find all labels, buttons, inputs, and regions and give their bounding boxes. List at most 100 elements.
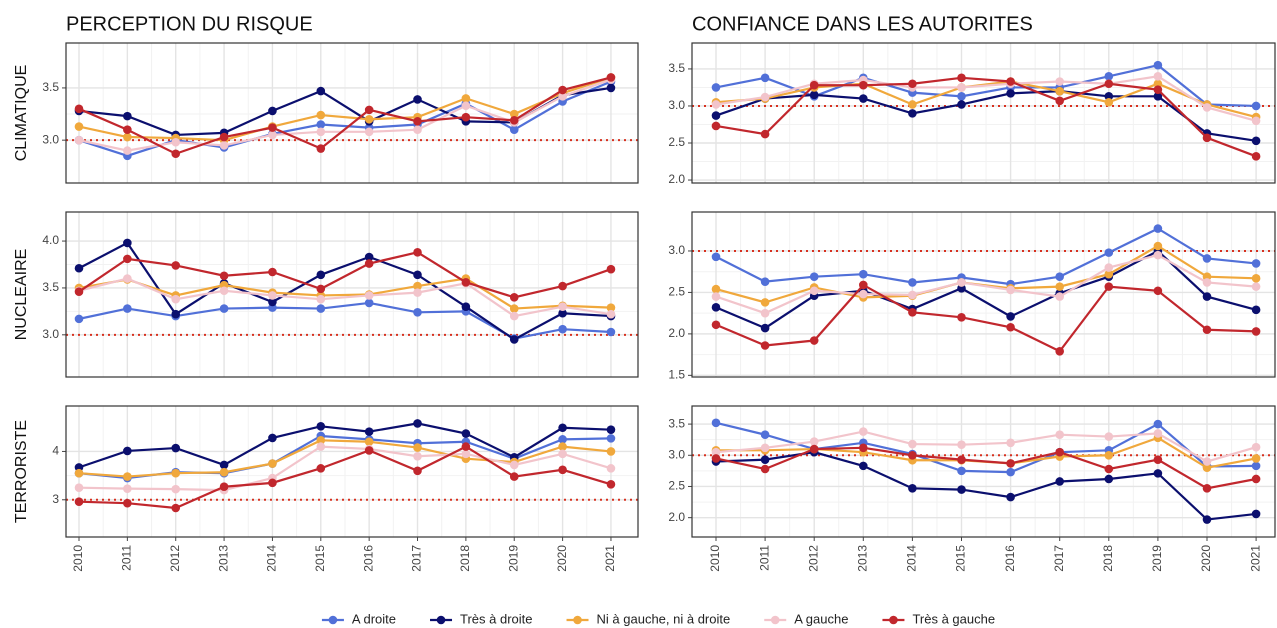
data-point xyxy=(74,314,84,324)
data-point xyxy=(1006,459,1015,468)
data-point xyxy=(171,468,181,478)
series-line xyxy=(715,253,1257,315)
panel-background xyxy=(692,212,1275,377)
data-point xyxy=(957,278,966,287)
data-point xyxy=(413,288,422,297)
data-point xyxy=(1153,92,1163,101)
data-point xyxy=(809,80,819,90)
data-point xyxy=(558,324,567,334)
data-point xyxy=(316,294,326,304)
series-line xyxy=(78,445,612,492)
data-point xyxy=(1202,325,1212,335)
data-point xyxy=(316,464,326,473)
data-point xyxy=(509,125,519,135)
panel: 3 4 2010 2011 2012 2013 2014 2015 2016 2017 2018 20… xyxy=(52,405,639,572)
data-point xyxy=(711,418,721,428)
data-point xyxy=(219,132,229,142)
y-tick-label: 3.0 xyxy=(668,98,685,112)
data-point xyxy=(1202,484,1212,493)
data-point xyxy=(461,94,471,103)
panel-border xyxy=(65,211,639,378)
data-point xyxy=(859,443,868,453)
data-point xyxy=(171,484,181,494)
data-point xyxy=(509,460,519,470)
x-tick-label: 2016 xyxy=(1003,545,1017,572)
data-point xyxy=(74,104,84,114)
data-point xyxy=(1202,463,1212,473)
data-point xyxy=(1006,438,1015,448)
data-point xyxy=(606,309,616,319)
data-point xyxy=(123,446,132,456)
data-point xyxy=(1251,101,1261,111)
data-point xyxy=(1055,86,1064,96)
x-tick-label: 2011 xyxy=(757,545,771,571)
data-point xyxy=(1251,136,1261,146)
data-point xyxy=(316,86,326,96)
series-line xyxy=(78,277,612,318)
data-point xyxy=(558,281,567,291)
data-point xyxy=(558,435,567,444)
x-tick-label: 2019 xyxy=(1150,545,1164,572)
data-point xyxy=(1055,77,1064,86)
data-point xyxy=(123,132,132,142)
data-point xyxy=(1104,282,1114,291)
panel: 2.0 2.5 3.0 3.5 2010 2011 2012 2013 2014 2015 2016… xyxy=(668,405,1276,572)
column-title: CONFIANCE DANS LES AUTORITES xyxy=(692,13,1033,35)
data-point xyxy=(171,443,181,453)
data-point xyxy=(413,117,422,126)
data-point xyxy=(316,442,326,451)
data-point xyxy=(364,252,374,262)
data-point xyxy=(219,467,229,477)
data-point xyxy=(364,114,374,124)
data-point xyxy=(1055,447,1064,457)
data-point xyxy=(1251,509,1261,519)
data-point xyxy=(74,497,84,507)
data-point xyxy=(1055,346,1064,356)
y-tick-label: 2.5 xyxy=(668,285,685,299)
data-point xyxy=(268,106,277,116)
data-point xyxy=(316,144,326,153)
data-point xyxy=(1153,85,1163,94)
data-point xyxy=(316,120,326,129)
x-tick-label: 2014 xyxy=(905,545,919,572)
data-point xyxy=(413,451,422,461)
data-point xyxy=(1006,322,1015,332)
data-point xyxy=(1153,241,1163,251)
data-point xyxy=(1202,103,1212,112)
data-point xyxy=(908,278,917,287)
legend-swatch xyxy=(573,615,582,625)
data-point xyxy=(957,466,966,476)
data-point xyxy=(1251,461,1261,471)
data-point xyxy=(413,466,422,476)
data-point xyxy=(1055,96,1064,106)
data-point xyxy=(760,298,770,307)
legend-swatch xyxy=(436,615,446,625)
data-point xyxy=(509,335,519,344)
data-point xyxy=(123,498,132,508)
data-point xyxy=(461,442,471,451)
series-line xyxy=(78,422,612,469)
data-point xyxy=(711,292,721,301)
series-line xyxy=(715,446,1257,490)
data-point xyxy=(1202,278,1212,287)
data-point xyxy=(509,472,519,481)
y-tick-label: 3.0 xyxy=(42,132,59,146)
data-point xyxy=(1055,292,1064,301)
data-point xyxy=(606,464,616,473)
data-point xyxy=(171,309,181,319)
data-point xyxy=(760,129,770,139)
y-tick-label: 3.5 xyxy=(42,80,59,94)
data-point xyxy=(123,472,132,481)
legend-label: Très à droite xyxy=(460,611,533,626)
panel-border xyxy=(65,405,639,538)
data-point xyxy=(558,85,567,95)
x-tick-label: 2019 xyxy=(506,545,520,572)
data-point xyxy=(413,125,422,135)
data-point xyxy=(859,80,868,90)
data-point xyxy=(606,447,616,456)
legend-label: Très à gauche xyxy=(912,611,995,626)
panel-border xyxy=(691,42,1276,184)
panel: 1.5 2.0 2.5 3.0 xyxy=(668,211,1276,382)
series-line xyxy=(715,421,1257,474)
data-point xyxy=(1202,515,1212,524)
